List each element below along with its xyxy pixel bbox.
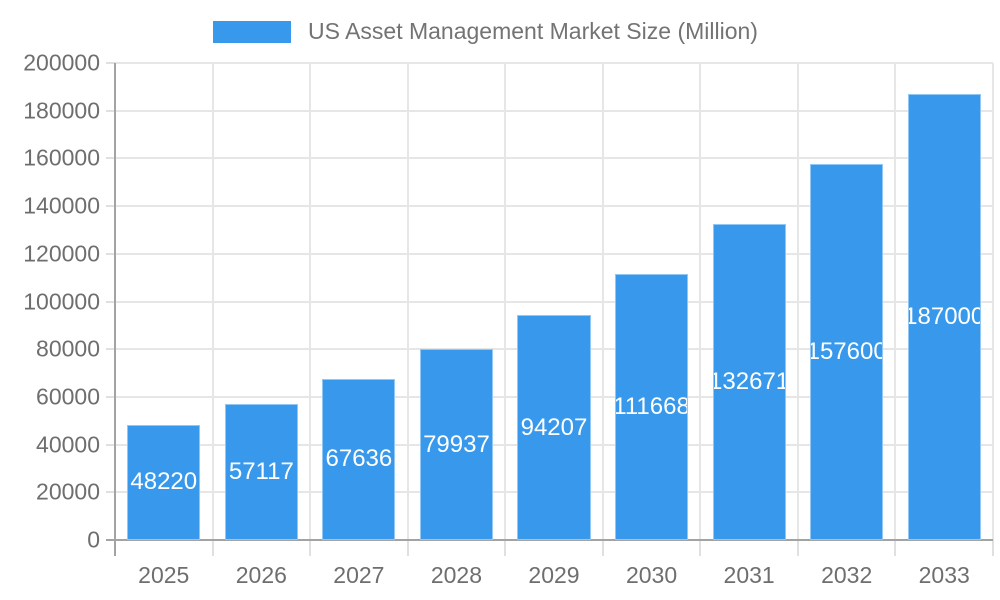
x-axis-tick [894,540,897,556]
y-axis-tick [106,157,115,160]
y-axis-tick-label: 0 [87,526,100,553]
x-axis-line [106,539,993,541]
y-axis-tick-label: 40000 [36,431,100,458]
x-gridline [894,63,897,540]
y-axis-tick-label: 180000 [23,97,100,124]
y-axis-tick-label: 200000 [23,49,100,76]
y-axis-tick [106,109,115,112]
x-axis-tick [114,540,116,556]
y-axis-tick [106,205,115,208]
y-axis-tick [106,348,115,351]
y-axis-tick [106,395,115,398]
bar-2027[interactable]: 67636 [322,378,396,540]
y-gridline [115,300,993,303]
x-gridline [504,63,507,540]
y-axis-tick [106,491,115,494]
y-axis-tick-label: 60000 [36,383,100,410]
y-axis-tick-label: 160000 [23,144,100,171]
y-axis-tick-label: 100000 [23,288,100,314]
legend-label: US Asset Management Market Size (Million… [308,18,758,44]
x-gridline [211,63,214,540]
bar-2029[interactable]: 94207 [517,315,591,540]
x-axis-category-label: 2032 [821,562,873,588]
bar-value-label: 187000 [907,302,981,330]
bar-2026[interactable]: 57117 [224,403,298,540]
bar-value-label: 94207 [520,413,588,441]
bar-2025[interactable]: 48220 [127,424,201,540]
x-axis-tick [601,540,604,556]
x-axis-tick [406,540,409,556]
y-axis-tick [106,252,115,255]
bar-value-label: 48220 [130,468,198,496]
y-axis-tick-label: 120000 [23,240,100,267]
y-gridline [115,157,993,160]
x-axis-tick [699,540,702,556]
bar-2032[interactable]: 157600 [810,164,884,540]
y-axis-tick [106,443,115,446]
y-axis-tick [106,62,115,64]
x-axis-category-label: 2025 [138,562,190,588]
bar-value-label: 79937 [423,430,490,458]
x-axis-category-label: 2027 [333,562,385,588]
bar-value-label: 67636 [325,445,393,473]
x-gridline [406,63,409,540]
y-gridline [115,62,993,64]
bar-value-label: 111668 [614,392,689,420]
bar-value-label: 132671 [712,367,786,395]
x-axis-tick [309,540,312,556]
x-axis-category-label: 2029 [528,562,580,588]
y-gridline [115,205,993,208]
x-gridline [992,63,994,540]
bar-2028[interactable]: 79937 [419,349,494,540]
y-axis-tick [106,300,115,303]
x-gridline [699,63,702,540]
x-gridline [309,63,312,540]
y-axis-tick-label: 20000 [36,478,100,505]
x-axis-tick [504,540,507,556]
x-axis-tick [796,540,799,556]
y-gridline [115,109,993,112]
x-axis-category-label: 2026 [235,562,287,588]
x-axis-category-label: 2033 [918,562,970,588]
x-axis-category-label: 2028 [430,562,483,588]
x-axis-category-label: 2031 [723,562,775,588]
legend[interactable]: US Asset Management Market Size (Million… [213,20,758,43]
y-axis-tick-label: 80000 [36,335,100,362]
x-axis-tick [992,540,994,556]
y-axis-tick-label: 140000 [23,192,100,219]
x-gridline [601,63,604,540]
bar-2033[interactable]: 187000 [907,94,981,540]
x-axis-tick [211,540,214,556]
bar-value-label: 157600 [810,338,884,366]
y-gridline [115,252,993,255]
bar-value-label: 57117 [228,457,294,485]
y-axis-line [114,63,116,540]
legend-swatch-icon [213,20,291,43]
bar-2030[interactable]: 111668 [614,273,689,540]
x-axis-category-label: 2030 [625,562,678,588]
x-gridline [796,63,799,540]
bar-2031[interactable]: 132671 [712,223,786,540]
